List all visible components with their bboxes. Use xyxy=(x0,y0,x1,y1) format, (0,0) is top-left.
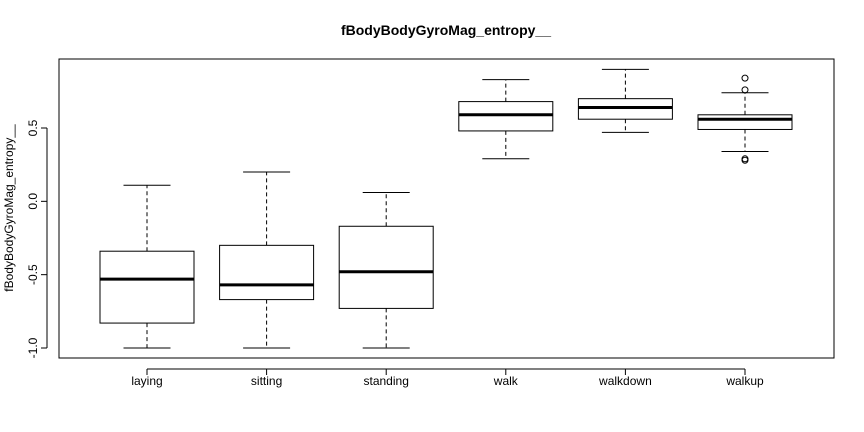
x-axis: laying sitting standing walk walkdown walkup xyxy=(131,368,764,388)
x-tick-label-walk: walk xyxy=(493,374,519,388)
boxes-layer xyxy=(99,68,793,349)
iqr-box xyxy=(219,244,315,301)
box-sitting xyxy=(219,171,315,349)
box-standing xyxy=(338,192,434,349)
outlier-point xyxy=(741,86,749,94)
outlier-point xyxy=(741,156,749,164)
box-walkup xyxy=(697,74,793,164)
chart-title: fBodyBodyGyroMag_entropy__ xyxy=(341,22,551,38)
x-tick-label-sitting: sitting xyxy=(251,374,282,388)
x-tick-label-walkdown: walkdown xyxy=(598,374,652,388)
y-tick-label: 0.5 xyxy=(26,119,40,136)
y-axis-label: fBodyBodyGyroMag_entropy__ xyxy=(2,124,16,292)
y-tick-label: -0.5 xyxy=(26,264,40,285)
x-tick-label-standing: standing xyxy=(364,374,409,388)
y-tick-label: 0.0 xyxy=(26,193,40,210)
box-laying xyxy=(99,184,195,349)
iqr-box xyxy=(338,225,434,309)
y-tick-label: -1.0 xyxy=(26,337,40,358)
iqr-box xyxy=(697,114,793,130)
iqr-box xyxy=(99,250,195,324)
plot-frame xyxy=(58,58,835,359)
box-walkdown xyxy=(577,68,673,133)
y-axis: -1.0 -0.5 0.0 0.5 xyxy=(26,119,48,358)
x-tick-label-walkup: walkup xyxy=(725,374,764,388)
x-tick-label-laying: laying xyxy=(131,374,162,388)
box-walk xyxy=(458,79,554,160)
outlier-point xyxy=(741,74,749,82)
